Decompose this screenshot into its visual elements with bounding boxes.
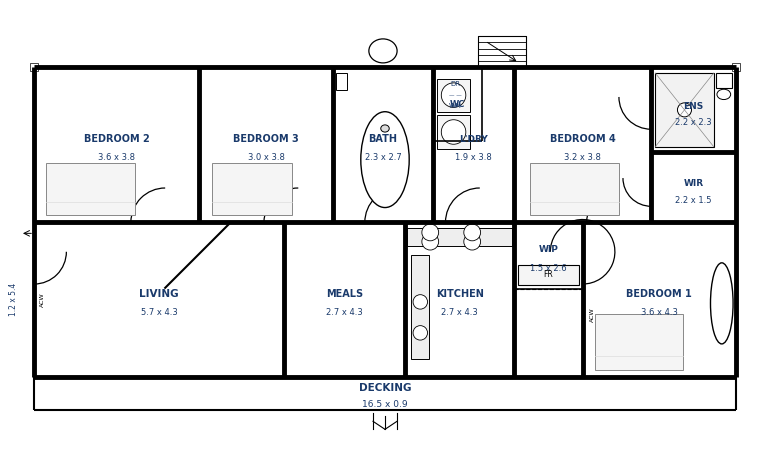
Text: WC: WC (450, 100, 465, 109)
Text: — —: — — (449, 92, 462, 98)
Ellipse shape (711, 263, 733, 344)
Text: WIP: WIP (538, 246, 558, 255)
Text: FR: FR (544, 270, 553, 279)
Text: DR: DR (450, 81, 460, 87)
Ellipse shape (369, 39, 397, 63)
Text: WIR: WIR (684, 179, 704, 188)
Text: 2.2 x 2.3: 2.2 x 2.3 (675, 118, 711, 127)
Text: 3.0 x 3.8: 3.0 x 3.8 (248, 153, 284, 162)
Ellipse shape (450, 90, 466, 104)
Bar (594, 314, 684, 370)
Bar (30, 63, 38, 72)
Bar (437, 116, 470, 149)
Bar (716, 73, 732, 88)
Text: 3.6 x 4.3: 3.6 x 4.3 (641, 308, 678, 317)
Bar (531, 164, 619, 215)
Text: BATH: BATH (369, 135, 397, 145)
Bar (518, 265, 578, 285)
Text: WM: WM (449, 103, 462, 109)
Text: MEALS: MEALS (326, 289, 363, 299)
Bar (732, 63, 740, 72)
Text: ACW: ACW (40, 292, 45, 307)
Circle shape (422, 224, 439, 241)
Text: 1.9 x 3.8: 1.9 x 3.8 (455, 153, 492, 162)
Circle shape (441, 120, 466, 144)
Text: 2.7 x 4.3: 2.7 x 4.3 (326, 308, 363, 317)
Bar (655, 73, 714, 147)
Circle shape (413, 294, 427, 309)
Ellipse shape (380, 125, 390, 132)
Bar (411, 255, 430, 359)
Ellipse shape (361, 112, 409, 207)
Text: ACW: ACW (591, 307, 595, 322)
Text: 2.3 x 2.7: 2.3 x 2.7 (365, 153, 401, 162)
Circle shape (464, 224, 480, 241)
Text: 5.7 x 4.3: 5.7 x 4.3 (141, 308, 178, 317)
Circle shape (464, 233, 480, 250)
Circle shape (678, 103, 691, 117)
Bar (437, 78, 470, 112)
Text: 2.2 x 1.5: 2.2 x 1.5 (675, 196, 711, 205)
Text: 2.7 x 4.3: 2.7 x 4.3 (441, 308, 478, 317)
Text: KITCHEN: KITCHEN (436, 289, 484, 299)
Text: 3.2 x 3.8: 3.2 x 3.8 (564, 153, 601, 162)
Ellipse shape (717, 89, 731, 100)
Bar (336, 73, 347, 90)
Circle shape (441, 83, 466, 107)
Bar (212, 164, 293, 215)
Text: DECKING: DECKING (359, 383, 411, 393)
Text: BEDROOM 4: BEDROOM 4 (550, 135, 615, 145)
Bar (46, 164, 135, 215)
Text: BEDROOM 1: BEDROOM 1 (626, 289, 692, 299)
Bar (477, 36, 526, 67)
Text: 1.2 x 5.4: 1.2 x 5.4 (9, 283, 18, 316)
Text: L'DRY: L'DRY (460, 135, 488, 144)
Text: ENS: ENS (684, 101, 704, 111)
Text: 3.6 x 3.8: 3.6 x 3.8 (99, 153, 136, 162)
Text: 16.5 x 0.9: 16.5 x 0.9 (362, 400, 408, 409)
Text: 1.5 x 2.6: 1.5 x 2.6 (530, 264, 567, 273)
Text: BEDROOM 2: BEDROOM 2 (84, 135, 149, 145)
Bar (514, 222, 583, 289)
Circle shape (422, 233, 439, 250)
Circle shape (413, 326, 427, 340)
Text: LIVING: LIVING (139, 289, 179, 299)
Bar (407, 228, 512, 246)
Bar (450, 80, 465, 90)
Text: BEDROOM 3: BEDROOM 3 (233, 135, 299, 145)
